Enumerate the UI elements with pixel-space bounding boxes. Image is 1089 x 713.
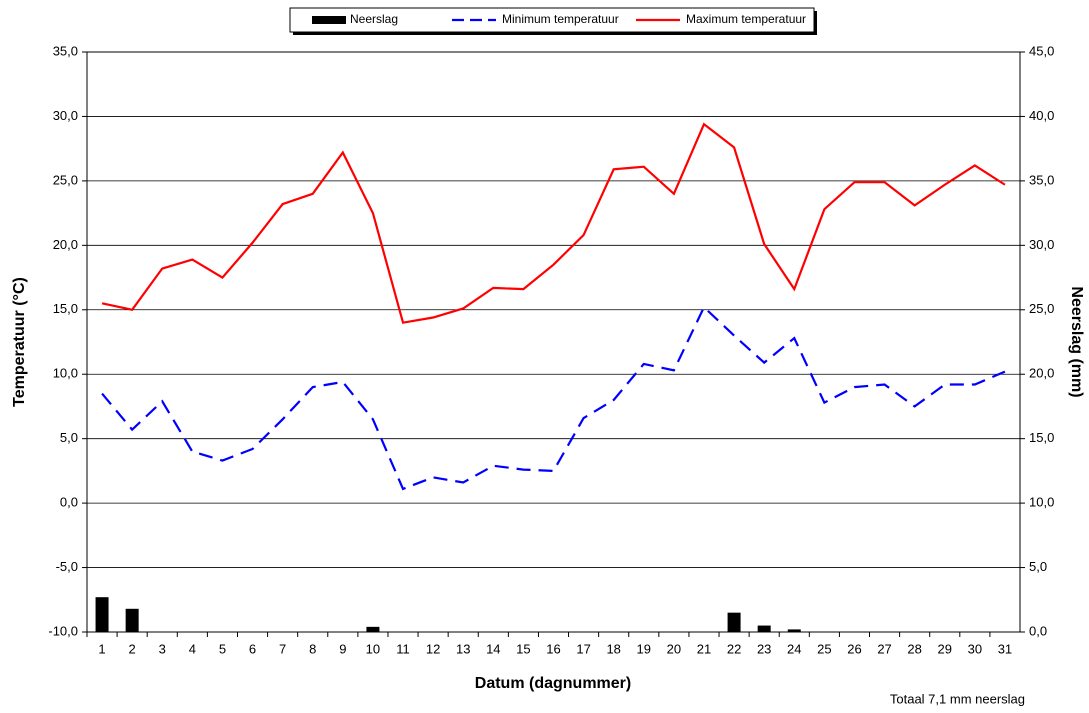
x-axis-title: Datum (dagnummer)	[475, 675, 631, 692]
x-tick-label: 15	[516, 641, 530, 656]
x-tick-label: 18	[606, 641, 620, 656]
x-tick-label: 17	[576, 641, 590, 656]
x-tick-label: 23	[757, 641, 771, 656]
y2-tick-label: 0,0	[1029, 623, 1047, 638]
legend	[289, 7, 815, 33]
x-tick-label: 31	[998, 641, 1012, 656]
y2-tick-label: 40,0	[1029, 108, 1054, 123]
x-tick-label: 14	[486, 641, 500, 656]
y2-tick-label: 5,0	[1029, 559, 1047, 574]
y-tick-label: 20,0	[53, 237, 78, 252]
annotation: Totaal 7,1 mm neerslag	[890, 691, 1025, 706]
x-tick-label: 21	[697, 641, 711, 656]
y2-tick-label: 30,0	[1029, 237, 1054, 252]
x-tick-label: 27	[877, 641, 891, 656]
x-tick-label: 10	[366, 641, 380, 656]
x-tick-label: 19	[637, 641, 651, 656]
y-tick-label: 30,0	[53, 108, 78, 123]
y-tick-label: -10,0	[48, 623, 78, 638]
x-tick-label: 26	[847, 641, 861, 656]
y-tick-label: 5,0	[60, 430, 78, 445]
bar	[757, 625, 771, 632]
x-tick-label: 20	[667, 641, 681, 656]
line	[101, 305, 1006, 491]
y2-tick-label: 45,0	[1029, 43, 1054, 58]
x-tick-label: 2	[129, 641, 136, 656]
legend-swatch	[312, 16, 346, 24]
x-tick-label: 1	[98, 641, 105, 656]
x-tick-label: 4	[189, 641, 196, 656]
x-tick-label: 7	[279, 641, 286, 656]
x-tick-label: 9	[339, 641, 346, 656]
y2-tick-label: 25,0	[1029, 301, 1054, 316]
x-tick-label: 25	[817, 641, 831, 656]
bar	[727, 612, 741, 632]
bar	[787, 629, 801, 632]
y-tick-label: 10,0	[53, 366, 78, 381]
x-tick-label: 29	[938, 641, 952, 656]
x-tick-label: 30	[968, 641, 982, 656]
plot-frame	[86, 51, 1021, 633]
bar	[125, 608, 139, 632]
legend-label: Neerslag	[350, 12, 398, 26]
x-tick-label: 22	[727, 641, 741, 656]
y-tick-label: 0,0	[60, 495, 78, 510]
y2-axis-title: Neerslag (mm)	[1068, 286, 1085, 397]
line	[101, 122, 1006, 324]
y-tick-label: 35,0	[53, 43, 78, 58]
y-tick-label: 25,0	[53, 172, 78, 187]
legend-label: Minimum temperatuur	[502, 12, 619, 26]
x-tick-label: 24	[787, 641, 801, 656]
legend-label: Maximum temperatuur	[686, 12, 806, 26]
y-axis-title: Temperatuur (°C)	[11, 277, 28, 407]
x-tick-label: 13	[456, 641, 470, 656]
x-tick-label: 11	[396, 641, 410, 656]
x-tick-label: 6	[249, 641, 256, 656]
bar	[95, 597, 109, 632]
y-tick-label: -5,0	[56, 559, 78, 574]
x-tick-label: 28	[907, 641, 921, 656]
y2-tick-label: 15,0	[1029, 430, 1054, 445]
bar	[366, 626, 380, 632]
x-tick-label: 12	[426, 641, 440, 656]
x-tick-label: 8	[309, 641, 316, 656]
x-tick-label: 3	[159, 641, 166, 656]
y2-tick-label: 10,0	[1029, 495, 1054, 510]
x-tick-label: 5	[219, 641, 226, 656]
y-tick-label: 15,0	[53, 301, 78, 316]
y2-tick-label: 20,0	[1029, 366, 1054, 381]
y2-tick-label: 35,0	[1029, 172, 1054, 187]
x-tick-label: 16	[546, 641, 560, 656]
